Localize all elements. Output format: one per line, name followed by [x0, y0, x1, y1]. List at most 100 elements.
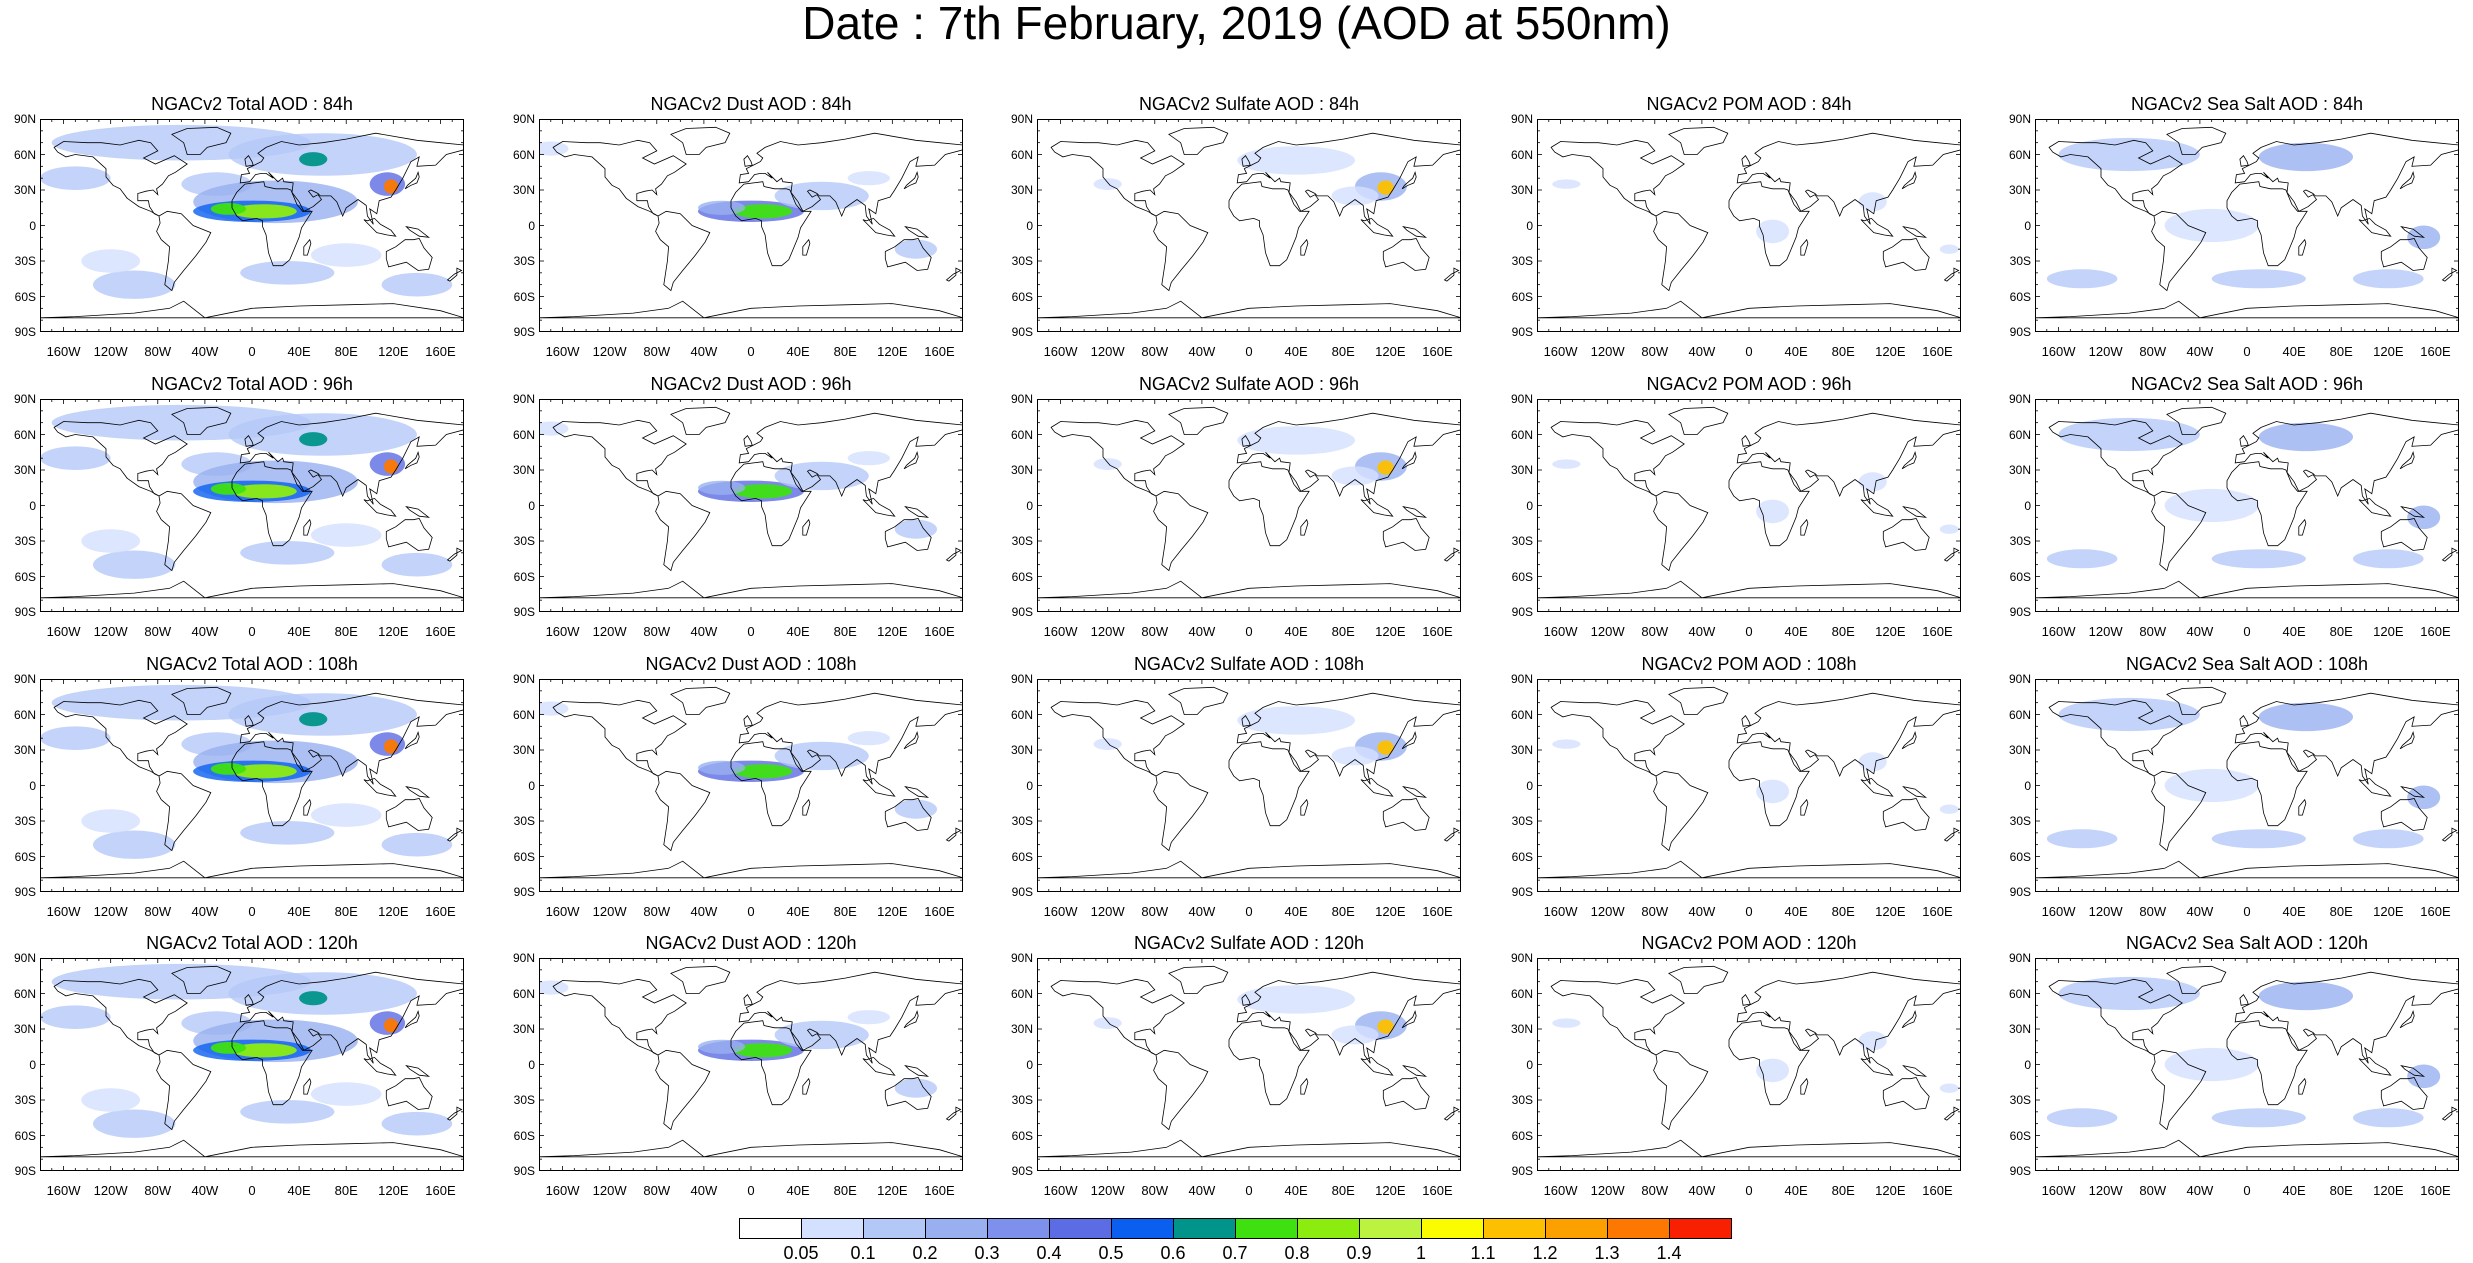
panel-title: NGACv2 Dust AOD : 108h: [645, 654, 857, 674]
map-panel-total-r2: NGACv2 Total AOD : 96h 90N 60N 30N 0 30S 60S 90…: [14, 374, 464, 639]
aod-field: [1093, 146, 1407, 206]
lat-tick-label: 60N: [2008, 427, 2031, 442]
lon-tick-label: 80E: [1331, 904, 1355, 919]
colorbar-label: 1: [1415, 1243, 1426, 1263]
colorbar-swatch: [1235, 1218, 1298, 1239]
coastline-greenland: [1668, 406, 1729, 435]
lon-tick-label: 80E: [833, 344, 857, 359]
lon-tick-label: 0: [1245, 344, 1253, 359]
coastline-africa: [1228, 741, 1310, 827]
lat-tick-label: 90S: [1511, 885, 1533, 899]
lon-tick-label: 120E: [1875, 344, 1906, 359]
coastline-japan: [2399, 1009, 2415, 1029]
lat-tick-label: 90S: [1511, 1164, 1533, 1178]
world-map: [1037, 399, 1461, 612]
coastline-greenland: [2166, 126, 2227, 155]
lon-tick-label: 120W: [1090, 1183, 1125, 1198]
coastline-japan: [1401, 730, 1417, 750]
coastline-new-guinea: [2400, 226, 2426, 238]
lon-tick-label: 80E: [2329, 624, 2353, 639]
figure-title: Date : 7th February, 2019 (AOD at 550nm): [802, 0, 1671, 49]
lon-tick-label: 80W: [144, 904, 172, 919]
coastline-new-guinea: [2400, 506, 2426, 518]
coastline-eurasia: [239, 692, 464, 785]
coastline-new-zealand: [1943, 827, 1960, 842]
coastline-indonesia: [1360, 497, 1394, 517]
lat-tick-label: 30N: [1010, 1022, 1033, 1036]
lat-tick-label: 60N: [13, 986, 36, 1001]
lon-tick-label: 160W: [46, 904, 81, 919]
lon-tick-label: 160W: [1043, 904, 1078, 919]
coastline-australia: [2380, 1077, 2428, 1110]
lon-tick-label: 80W: [1641, 624, 1669, 639]
world-map: [539, 119, 963, 332]
coastline-australia: [1882, 518, 1930, 551]
aod-patch: [93, 1109, 176, 1138]
lat-tick-label: 90N: [1010, 951, 1033, 965]
lon-tick-label: 0: [1245, 904, 1253, 919]
coastline-indonesia: [2358, 217, 2392, 237]
colorbar-swatch: [1607, 1218, 1670, 1239]
lon-tick-label: 80E: [1831, 344, 1855, 359]
lon-tick-label: 40W: [1188, 344, 1216, 359]
aod-field: [539, 701, 938, 819]
lat-tick-label: 90S: [14, 885, 36, 899]
coastline-eurasia: [738, 692, 963, 785]
coastline-greenland: [171, 965, 232, 994]
coastline-greenland: [670, 126, 731, 155]
coastline-new-zealand: [945, 547, 962, 562]
lon-tick-label: 80W: [643, 344, 671, 359]
coastline-indonesia: [2358, 1056, 2392, 1076]
lon-tick-label: 160E: [1422, 1183, 1453, 1198]
lon-tick-label: 40E: [786, 1183, 810, 1198]
lon-tick-label: 80E: [2329, 1183, 2353, 1198]
coastline-south-america: [2151, 1049, 2207, 1131]
coastline-madagascar: [1800, 238, 1809, 256]
coastline-madagascar: [1800, 1077, 1809, 1095]
coastline-antarctica: [539, 580, 963, 599]
lon-tick-label: 120W: [2088, 1183, 2123, 1198]
lon-tick-label: 160E: [1922, 344, 1953, 359]
aod-patch: [2164, 1047, 2259, 1082]
lon-tick-label: 40E: [1284, 904, 1308, 919]
aod-patch: [733, 484, 793, 499]
coastline-greenland: [1168, 126, 1229, 155]
lon-tick-label: 160W: [545, 344, 580, 359]
coastline-north-america: [552, 978, 687, 1056]
aod-patch: [847, 171, 890, 186]
world-map: [1037, 119, 1461, 332]
map-panel-seasalt-r2: NGACv2 Sea Salt AOD : 96h 90N 60N 30N 0 30S 60…: [2009, 374, 2459, 639]
lat-tick-label: 0: [1026, 778, 1033, 793]
lon-tick-label: 80E: [833, 904, 857, 919]
colorbar-swatch: [1483, 1218, 1546, 1239]
coastline-australia: [884, 238, 932, 271]
lon-tick-label: 120W: [1590, 344, 1625, 359]
lon-tick-label: 120E: [378, 344, 409, 359]
coastline-antarctica: [40, 300, 464, 319]
coastline-africa: [231, 1020, 313, 1106]
coastline-japan: [903, 170, 919, 190]
aod-patch: [1858, 752, 1887, 772]
coastline-north-america: [53, 978, 188, 1056]
coastline-greenland: [171, 686, 232, 715]
lon-tick-label: 120W: [592, 1183, 627, 1198]
lat-tick-label: 0: [2024, 1057, 2031, 1072]
aod-patch: [2211, 1108, 2306, 1128]
lat-tick-label: 60N: [512, 427, 535, 442]
lat-tick-label: 90S: [513, 1164, 535, 1178]
lon-tick-label: 0: [1745, 904, 1753, 919]
coastline-madagascar: [2298, 1077, 2307, 1095]
lon-tick-label: 40E: [2282, 624, 2306, 639]
coastline-madagascar: [1300, 798, 1309, 816]
coastline-indonesia: [2358, 777, 2392, 797]
coastline-africa: [1228, 1020, 1310, 1106]
lat-tick-label: 90S: [1511, 605, 1533, 619]
coastline-new-zealand: [446, 547, 463, 562]
lat-tick-label: 90N: [2008, 672, 2031, 686]
lat-tick-label: 30S: [2009, 1093, 2031, 1107]
aod-patch: [240, 541, 335, 565]
aod-patch: [2046, 1108, 2118, 1128]
colorbar-label: 1.3: [1594, 1243, 1620, 1263]
coastline-japan: [404, 1009, 420, 1029]
coastline-eurasia: [1736, 692, 1961, 785]
